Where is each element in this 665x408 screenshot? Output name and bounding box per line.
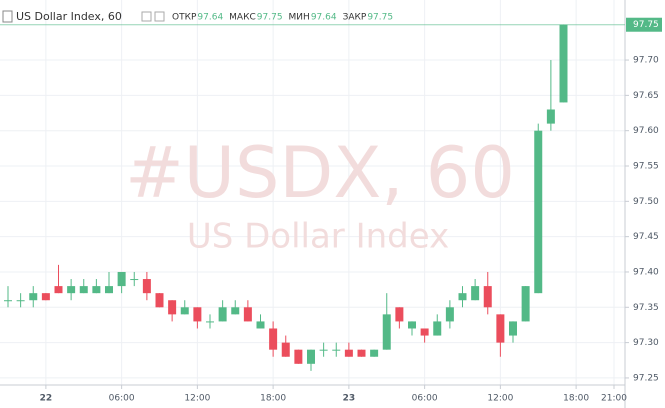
icon[interactable] bbox=[141, 11, 152, 22]
candle-body bbox=[496, 314, 505, 343]
candle-body bbox=[281, 342, 290, 357]
candle-body bbox=[458, 293, 467, 301]
legend-label: МИН bbox=[289, 13, 310, 23]
y-tick-label: 97.65 bbox=[633, 91, 659, 101]
candle-body bbox=[319, 349, 328, 351]
y-tick-label: 97.50 bbox=[633, 197, 659, 207]
candle-body bbox=[142, 279, 151, 294]
candle-body bbox=[445, 307, 454, 322]
icon[interactable] bbox=[154, 11, 165, 22]
candle-body bbox=[41, 293, 50, 301]
candle-body bbox=[509, 321, 517, 336]
candle-body bbox=[332, 349, 341, 351]
candle-body bbox=[420, 328, 429, 336]
y-tick-label: 97.35 bbox=[633, 303, 659, 313]
candle-body bbox=[546, 109, 555, 124]
y-tick-label: 97.25 bbox=[633, 373, 659, 383]
ohlc-legend: ОТКР 97.64 МАКС 97.75 МИН 97.64 ЗАКР 97.75 bbox=[172, 13, 393, 23]
y-tick-label: 97.70 bbox=[633, 56, 659, 66]
watermark: #USDX, 60 bbox=[125, 132, 515, 214]
last-price-box bbox=[626, 17, 662, 32]
candle-body bbox=[16, 300, 25, 302]
y-tick-label: 97.45 bbox=[633, 232, 659, 242]
candle-body bbox=[521, 286, 530, 322]
candle-body bbox=[130, 279, 139, 281]
x-tick-label: 12:00 bbox=[487, 394, 513, 404]
y-tick-label: 97.60 bbox=[633, 126, 659, 136]
candle-body bbox=[79, 286, 88, 294]
x-tick-label: 06:00 bbox=[412, 394, 438, 404]
candle-body bbox=[231, 307, 240, 315]
candle-body bbox=[307, 349, 315, 364]
candle-body bbox=[117, 271, 126, 287]
candle-body bbox=[218, 307, 227, 322]
x-tick-label: 21:00 bbox=[601, 394, 627, 404]
candle-body bbox=[206, 321, 214, 323]
x-tick-label: 12:00 bbox=[184, 394, 210, 404]
candle-body bbox=[155, 293, 164, 308]
candle-body bbox=[370, 349, 379, 357]
legend-value: 97.64 bbox=[197, 13, 223, 23]
x-tick-label: 23 bbox=[343, 394, 356, 404]
candle-body bbox=[408, 321, 416, 329]
candle-body bbox=[294, 349, 303, 364]
candle-body bbox=[357, 349, 366, 357]
candle-body bbox=[243, 307, 252, 322]
legend-label: ЗАКР bbox=[343, 13, 367, 23]
y-tick-label: 97.30 bbox=[633, 338, 659, 348]
x-tick-label: 06:00 bbox=[109, 394, 135, 404]
legend-value: 97.75 bbox=[257, 13, 283, 23]
y-tick-label: 97.40 bbox=[633, 267, 659, 277]
legend-label: ОТКР bbox=[172, 13, 197, 23]
watermark-subtitle: US Dollar Index bbox=[187, 217, 449, 257]
candle-body bbox=[29, 293, 38, 301]
x-tick-label: 22 bbox=[40, 394, 53, 404]
candle-body bbox=[382, 314, 391, 350]
candle-body bbox=[471, 286, 480, 301]
candle-body bbox=[67, 286, 76, 294]
grid bbox=[0, 0, 625, 385]
last-price-label: 97.75 bbox=[633, 20, 659, 30]
candle-body bbox=[193, 307, 202, 322]
candle-body bbox=[54, 286, 63, 294]
candle-body bbox=[344, 349, 353, 357]
candle-body bbox=[483, 286, 492, 308]
candle-body bbox=[559, 24, 568, 103]
collapse-icon[interactable] bbox=[2, 10, 13, 23]
legend-label: МАКС bbox=[229, 13, 256, 23]
x-tick-label: 18:00 bbox=[260, 394, 286, 404]
candle-body bbox=[105, 286, 113, 294]
candle-body bbox=[4, 300, 12, 302]
candle-body bbox=[269, 328, 278, 350]
candle-body bbox=[395, 307, 404, 322]
candle-body bbox=[92, 286, 101, 294]
candle-body bbox=[168, 300, 177, 315]
symbol-title: US Dollar Index, 60 bbox=[16, 10, 122, 23]
x-tick-label: 18:00 bbox=[563, 394, 589, 404]
candle-body bbox=[256, 321, 265, 329]
y-tick-label: 97.55 bbox=[633, 162, 659, 172]
candle-body bbox=[433, 321, 442, 336]
legend-value: 97.64 bbox=[311, 13, 337, 23]
legend-value: 97.75 bbox=[367, 13, 393, 23]
candle-body bbox=[534, 130, 543, 294]
candle-body bbox=[180, 307, 189, 315]
